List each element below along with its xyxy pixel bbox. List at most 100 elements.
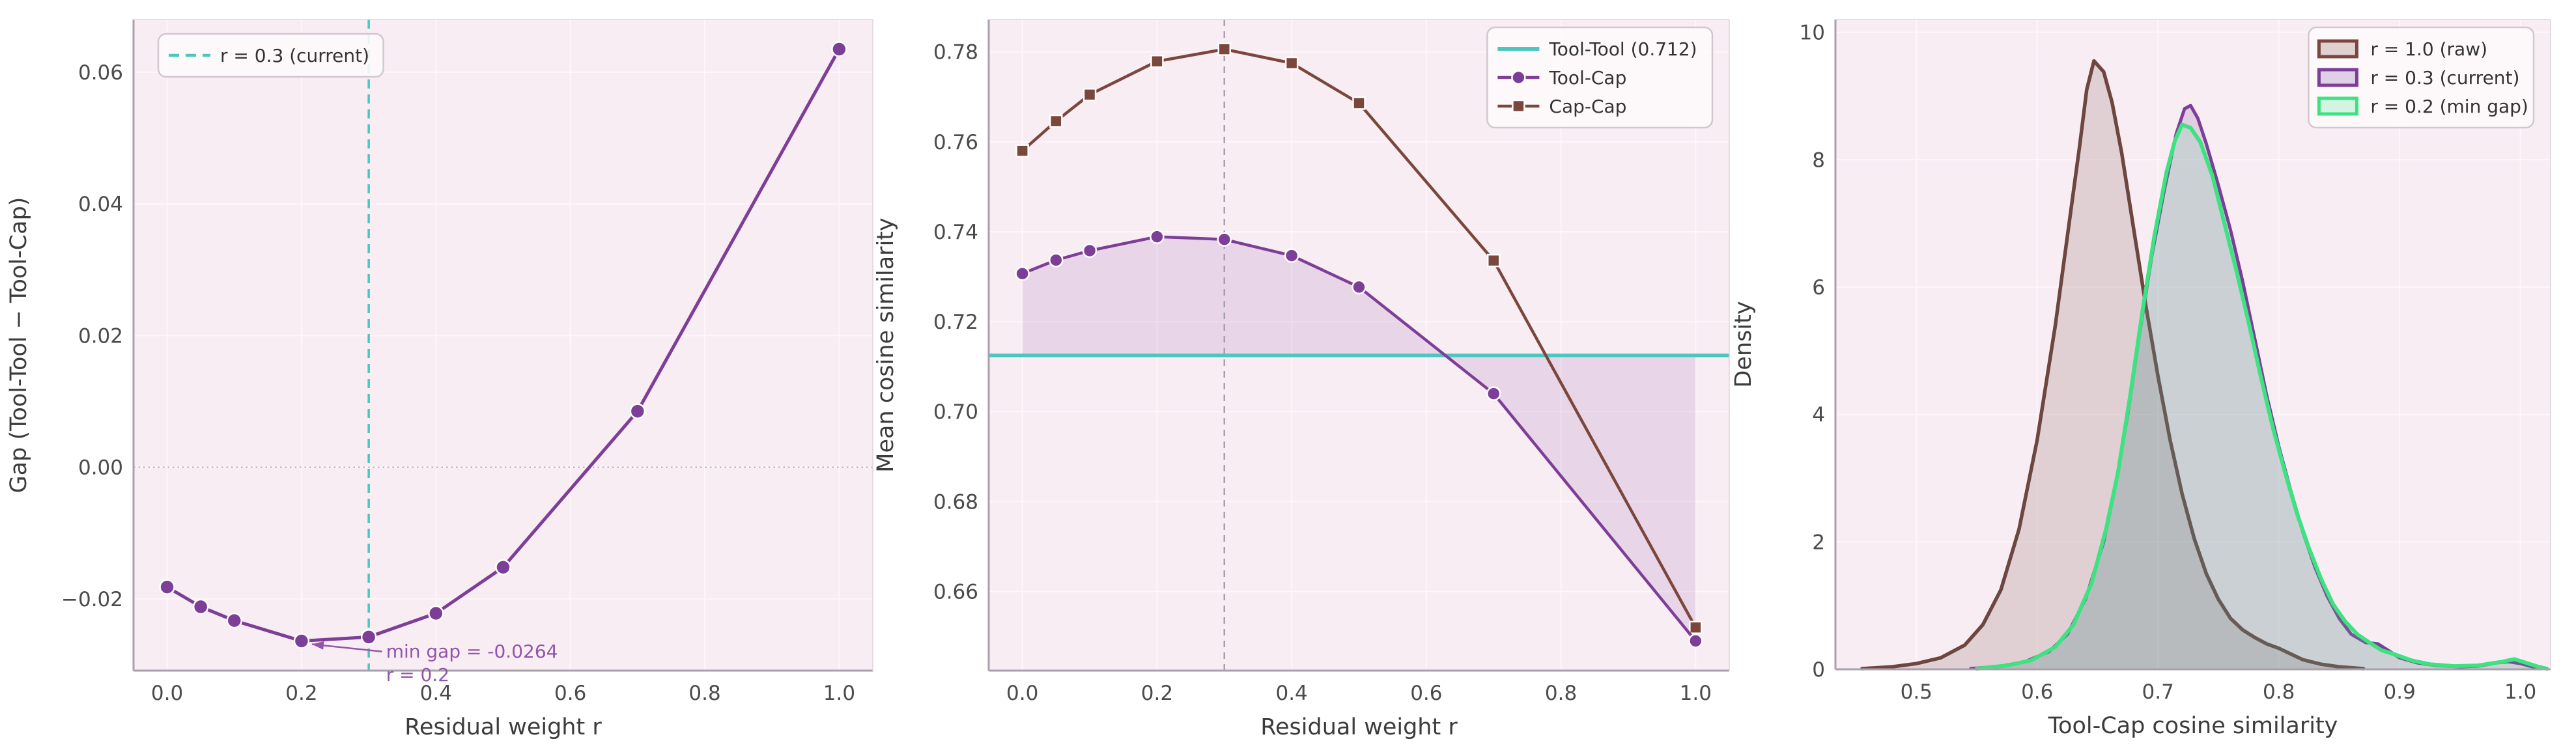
marker [629, 403, 646, 419]
marker [831, 41, 847, 57]
x-axis: 0.0 0.2 0.4 0.6 0.8 1.0 [151, 682, 855, 705]
y-tick-label: 0.06 [78, 61, 123, 85]
kde-curve-0 [1860, 59, 2366, 671]
x-tick-label: 0.2 [1141, 682, 1173, 705]
annotation-text: min gap = -0.0264 [386, 641, 558, 662]
marker [1150, 229, 1165, 244]
legend-circle-marker [1511, 70, 1526, 85]
marker [495, 559, 511, 576]
legend-patch-sample [2317, 68, 2358, 87]
y-tick-label: 0.72 [933, 311, 978, 334]
y-tick-label: 0.74 [933, 221, 978, 244]
marker [1352, 279, 1366, 295]
x-axis: 0.0 0.2 0.4 0.6 0.8 1.0 [1006, 682, 1712, 705]
marker [1015, 144, 1029, 158]
x-tick-label: 0.8 [1545, 682, 1577, 705]
x-tick-label: 1.0 [2504, 680, 2536, 704]
annotation-arrow-line [311, 643, 382, 653]
x-axis-label: Tool-Cap cosine similarity [2048, 713, 2338, 739]
legend-label: r = 0.2 (min gap) [2370, 96, 2528, 117]
kde-fill-2 [1977, 124, 2547, 669]
marker [428, 605, 444, 622]
x-tick-label: 0.4 [1275, 682, 1307, 705]
marker [1486, 386, 1501, 401]
x-tick-label: 1.0 [1680, 682, 1712, 705]
x-tick-label: 0.4 [420, 682, 452, 705]
y-tick-label: 0.70 [933, 400, 978, 424]
marker [226, 612, 243, 629]
legend: r = 1.0 (raw) r = 0.3 (current) r = 0.2 (m… [2308, 26, 2535, 129]
y-tick-label: 0.78 [933, 41, 978, 64]
x-axis-label: Residual weight r [1260, 714, 1458, 740]
fill-between-region [1022, 236, 1696, 641]
x-tick-label: 0.7 [2142, 680, 2174, 704]
y-tick-label: 4 [1812, 404, 1825, 427]
gap-chart: 0.0 0.2 0.4 0.6 0.8 1.0 −0.02 0.00 0.02 0.04 0.06 R… [6, 19, 873, 740]
x-tick-label: 0.6 [1410, 682, 1442, 705]
legend-patch-sample [2317, 96, 2358, 116]
x-tick-label: 1.0 [823, 682, 855, 705]
legend-label: r = 0.3 (current) [2370, 67, 2519, 89]
y-tick-label: 8 [1812, 148, 1825, 172]
series-markers-toolcap [1015, 229, 1703, 648]
y-tick-label: 0.66 [933, 580, 978, 604]
marker [1217, 232, 1232, 247]
marker [1217, 42, 1232, 56]
marker [1049, 253, 1064, 268]
legend: Tool-Tool (0.712) Tool-Cap Cap-Cap [1486, 26, 1714, 129]
series-markers-capcap [1015, 42, 1703, 634]
x-tick-label: 0.0 [1006, 682, 1038, 705]
marker [1083, 88, 1097, 102]
y-tick-label: 0.68 [933, 490, 978, 514]
similarity-chart: 0.0 0.2 0.4 0.6 0.8 1.00.660.680.700.720.740.… [876, 19, 1730, 740]
annotation-text: r = 0.2 [386, 664, 449, 686]
y-tick-label: 0.76 [933, 131, 978, 154]
marker [293, 633, 310, 649]
legend-box [2308, 26, 2535, 129]
y-axis-label: Mean cosine similarity [876, 217, 899, 472]
series-markers-gap [159, 41, 847, 649]
marker [1150, 54, 1164, 68]
y-axis: 0 2 4 6 8 10 [1800, 21, 1825, 682]
y-tick-label: 0.04 [78, 193, 123, 216]
marker [1049, 114, 1063, 128]
annotation-arrowhead [311, 641, 324, 650]
x-tick-label: 0.9 [2384, 680, 2416, 704]
marker [1689, 620, 1703, 634]
kde-fill-1 [1970, 105, 2545, 670]
marker [1284, 56, 1299, 70]
y-tick-label: 6 [1812, 276, 1825, 299]
legend-box [1486, 26, 1714, 129]
y-tick-label: 0.00 [78, 456, 123, 480]
x-tick-label: 0.8 [688, 682, 720, 705]
legend-patch-sample [2317, 39, 2358, 59]
marker [1284, 248, 1299, 263]
x-tick-label: 0.8 [2263, 680, 2295, 704]
legend: r = 0.3 (current) [157, 33, 384, 78]
marker [360, 629, 377, 645]
y-axis: −0.02 0.00 0.02 0.04 0.06 [61, 61, 123, 611]
legend-label: Cap-Cap [1549, 96, 1626, 117]
marker [1015, 266, 1030, 281]
y-tick-label: 10 [1800, 21, 1825, 45]
marker [1352, 96, 1366, 110]
y-axis-label: Density [1733, 301, 1757, 387]
x-tick-label: 0.2 [285, 682, 317, 705]
kde-fill-0 [1861, 61, 2364, 670]
y-tick-label: 0.02 [78, 324, 123, 348]
legend-square-marker [1512, 99, 1525, 113]
marker [159, 579, 175, 595]
marker [1082, 243, 1097, 258]
y-axis-label: Gap (Tool-Tool − Tool-Cap) [6, 197, 32, 494]
gridlines [989, 20, 1729, 671]
x-tick-label: 0.5 [1901, 680, 1932, 704]
marker [192, 598, 209, 615]
x-tick-label: 0.0 [151, 682, 183, 705]
marker [1486, 253, 1501, 268]
x-tick-label: 0.6 [554, 682, 586, 705]
legend-label: r = 0.3 (current) [220, 45, 369, 66]
density-chart: 0.5 0.6 0.7 0.8 0.9 1.0 0 2 4 6 8 10 Tool-Cap cosine… [1733, 19, 2551, 739]
y-axis: 0.66 0.68 0.70 0.72 0.74 0.76 0.78 [933, 41, 978, 604]
y-tick-label: 0 [1812, 658, 1825, 682]
